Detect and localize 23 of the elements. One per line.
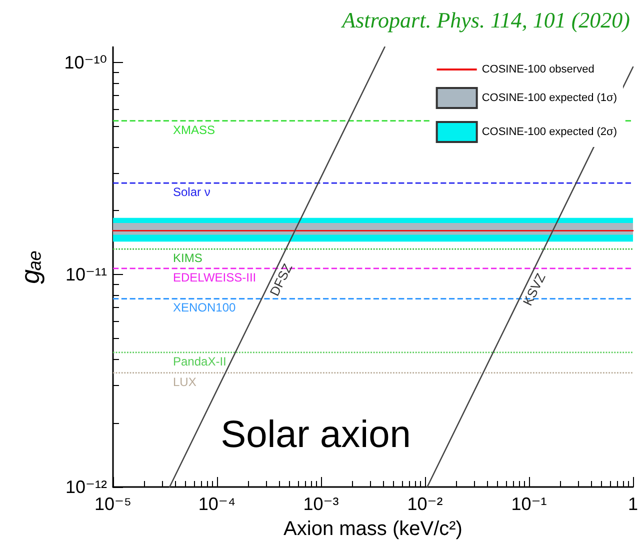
ref-line-label: KIMS (173, 251, 202, 266)
ref-line-label: PandaX-II (173, 354, 226, 368)
annotation: Solar axion (220, 414, 411, 456)
ref-line-label: XMASS (173, 122, 216, 137)
ref-line-label: LUX (173, 374, 196, 389)
ref-line-label: Solar ν (173, 185, 210, 200)
x-tick-label: 10⁻² (407, 494, 443, 514)
x-tick-label: 1 (628, 494, 638, 514)
ref-line-label: EDELWEISS-III (173, 270, 256, 284)
y-tick-label: 10⁻¹⁰ (64, 52, 107, 72)
legend-label: COSINE-100 expected (2σ) (482, 126, 618, 138)
y-tick-label: 10⁻¹¹ (65, 264, 107, 285)
x-tick-label: 10⁻¹ (511, 494, 547, 514)
legend-label: COSINE-100 observed (482, 64, 594, 76)
x-tick-label: 10⁻³ (303, 494, 339, 514)
chart-title: Astropart. Phys. 114, 101 (2020) (340, 8, 630, 32)
ref-line-label: XENON100 (173, 300, 236, 315)
y-tick-label: 10⁻¹² (65, 477, 107, 497)
legend-label: COSINE-100 expected (1σ) (482, 92, 618, 104)
y-axis-title: gₐₑ (15, 250, 45, 284)
x-axis-title: Axion mass (keV/c²) (284, 518, 462, 540)
x-tick-label: 10⁻⁴ (198, 494, 236, 514)
x-tick-label: 10⁻⁵ (94, 494, 132, 514)
